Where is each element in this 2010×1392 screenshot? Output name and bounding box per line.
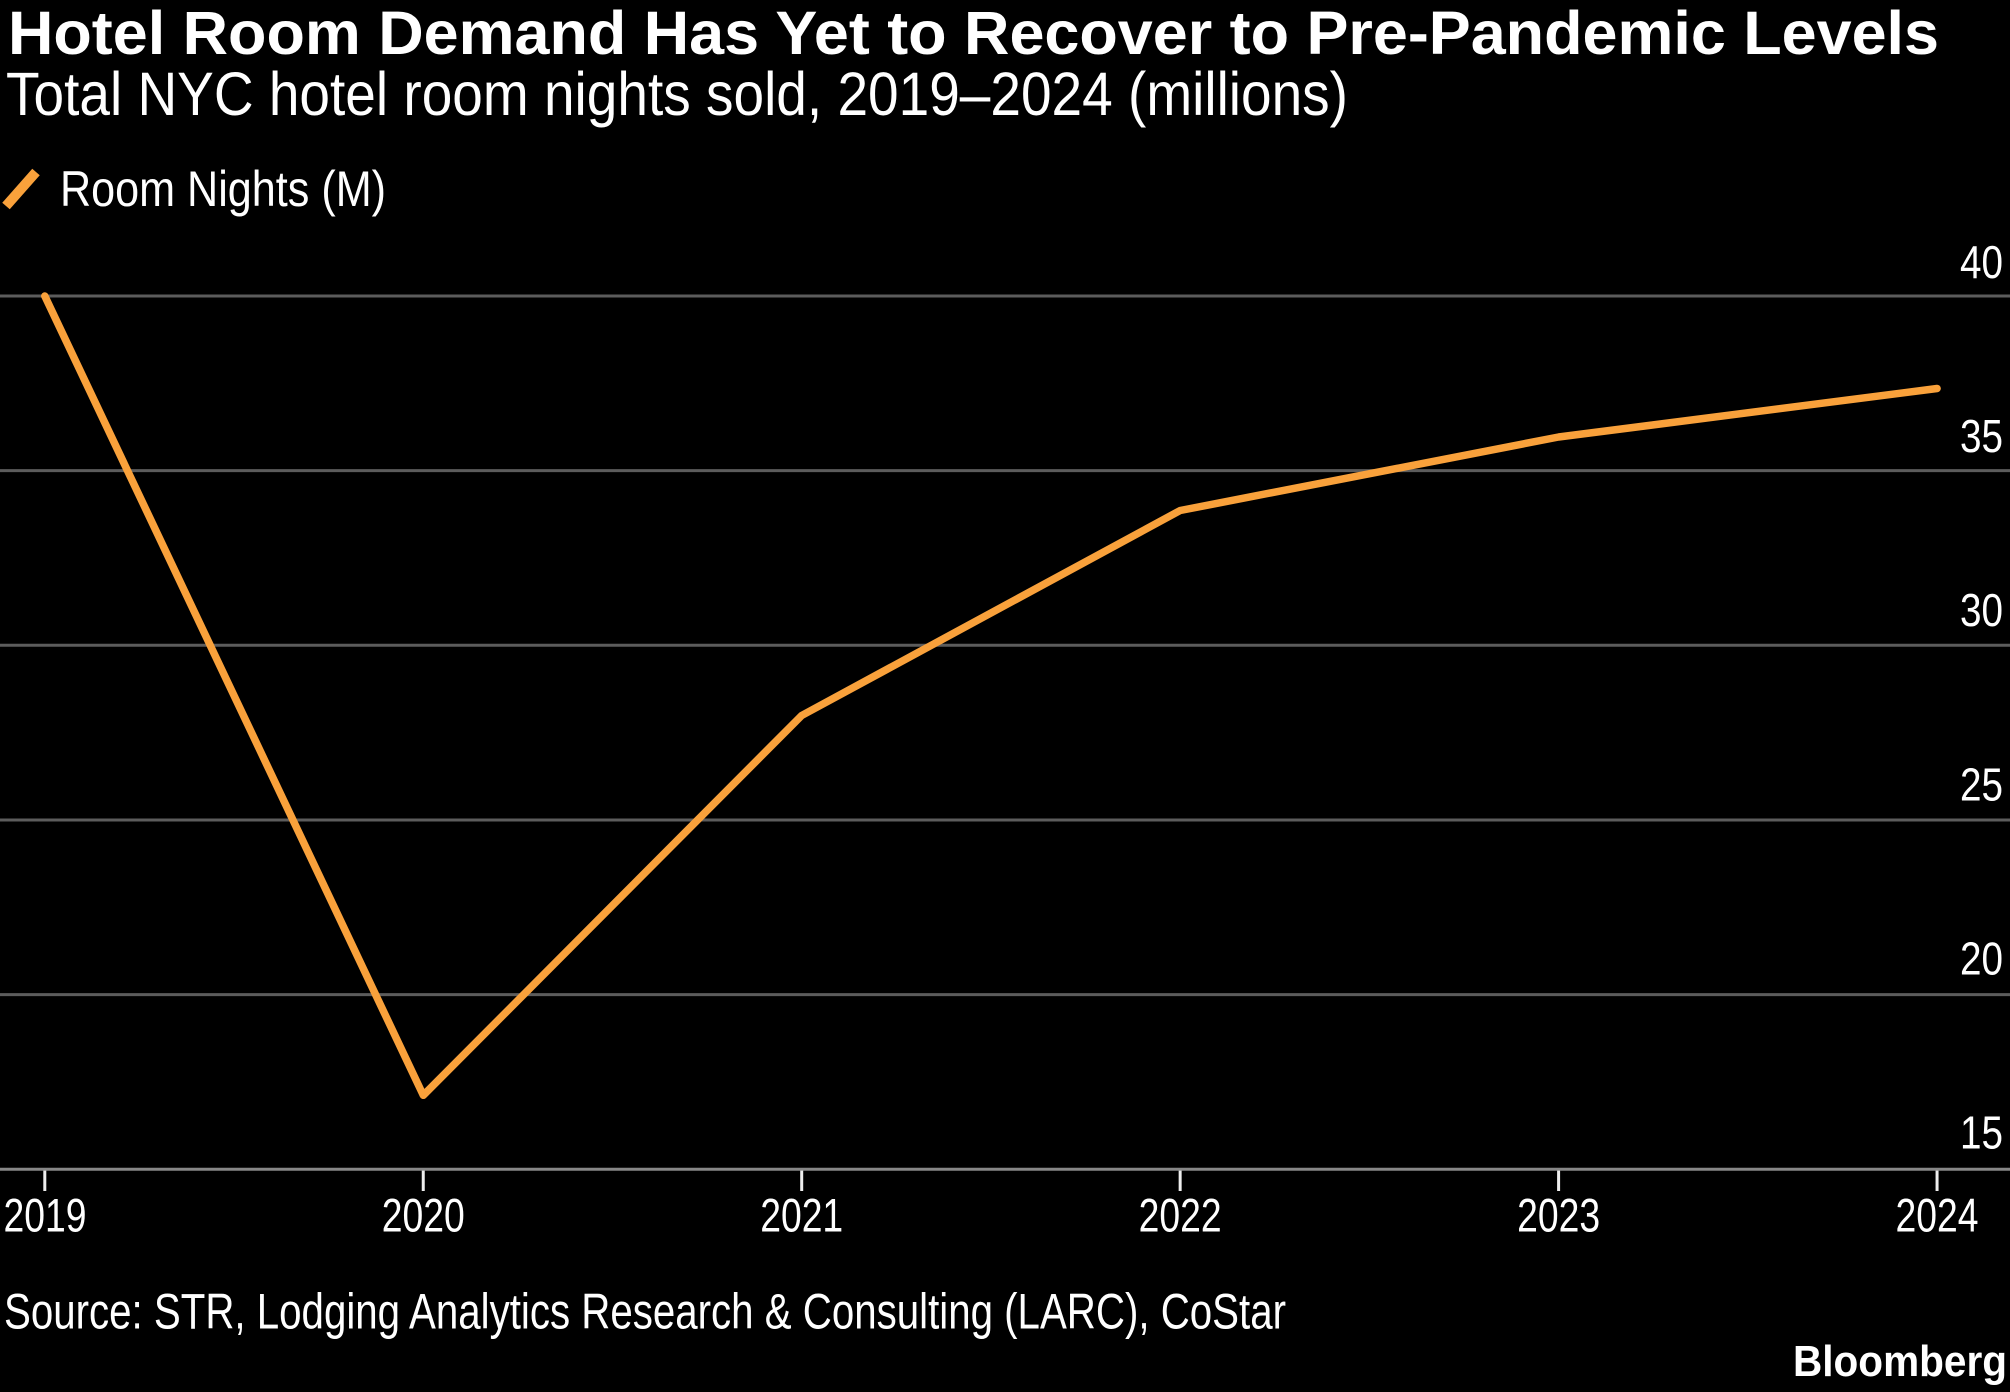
svg-text:2019: 2019 <box>4 1189 87 1242</box>
svg-text:2024: 2024 <box>1896 1189 1979 1242</box>
svg-text:25: 25 <box>1960 758 2003 810</box>
svg-text:30: 30 <box>1960 584 2003 636</box>
svg-text:Room Nights (M): Room Nights (M) <box>60 161 386 217</box>
svg-text:2020: 2020 <box>382 1189 465 1242</box>
svg-text:Source: STR, Lodging Analytics: Source: STR, Lodging Analytics Research … <box>4 1284 1286 1340</box>
svg-text:Bloomberg: Bloomberg <box>1793 1337 2007 1386</box>
svg-text:15: 15 <box>1960 1107 2003 1159</box>
svg-text:2023: 2023 <box>1517 1189 1600 1242</box>
svg-text:2021: 2021 <box>760 1189 843 1242</box>
svg-text:20: 20 <box>1960 932 2003 984</box>
svg-text:2022: 2022 <box>1139 1189 1222 1242</box>
svg-text:35: 35 <box>1960 410 2003 462</box>
svg-text:Hotel Room Demand Has Yet to R: Hotel Room Demand Has Yet to Recover to … <box>8 0 1939 67</box>
svg-text:Total NYC hotel room nights so: Total NYC hotel room nights sold, 2019–2… <box>6 60 1348 128</box>
svg-text:40: 40 <box>1960 236 2003 288</box>
